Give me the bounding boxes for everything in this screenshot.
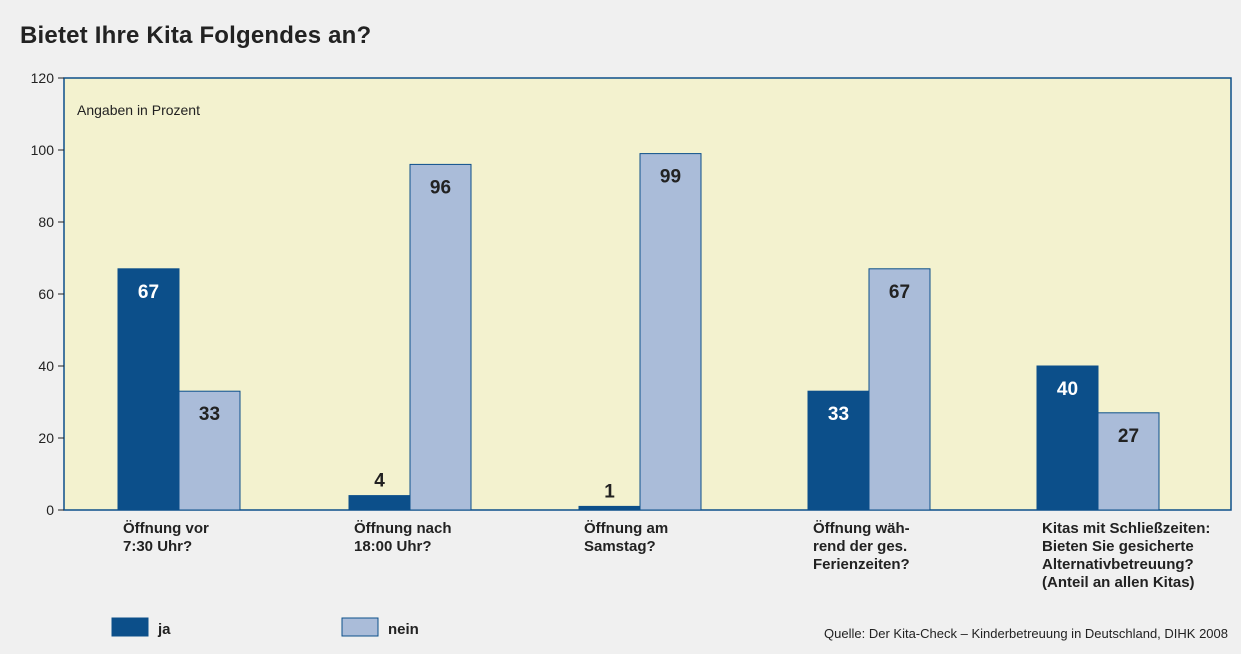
category-label: Öffnung vor 7:30 Uhr? [123,520,209,555]
category-label: Öffnung wäh-rend der ges. Ferienzeiten? [813,520,910,573]
y-tick-label: 40 [38,358,54,374]
chart-title: Bietet Ihre Kita Folgendes an? [20,22,372,49]
data-label: 40 [1057,379,1078,400]
y-axis: 0 20 40 60 80 100 120 [31,70,64,518]
category-labels: Öffnung vor 7:30 Uhr? Öffnung nach 18:00 Uh… [123,520,1210,591]
legend-swatch-ja [111,617,149,637]
data-label: 67 [889,282,910,303]
bar-nein [1097,412,1160,511]
legend-label-ja: ja [157,621,171,638]
unit-note: Angaben in Prozent [77,102,200,118]
data-label: 96 [430,177,451,198]
data-label: 1 [604,481,615,502]
bar-nein [178,390,241,511]
y-tick-label: 80 [38,214,54,230]
y-tick-label: 60 [38,286,54,302]
category-label: Kitas mit Schließzeiten: Bieten Sie gesic… [1042,520,1210,591]
y-tick-label: 100 [31,142,55,158]
data-label: 27 [1118,426,1139,447]
bar-ja [807,390,870,511]
source-note: Quelle: Der Kita-Check – Kinderbetreuung… [824,626,1228,641]
data-label: 67 [138,282,159,303]
category-label: Öffnung am Samstag? [584,520,668,555]
bar-ja [578,505,641,511]
data-label: 33 [199,404,220,425]
legend: ja nein [111,617,419,638]
bar-nein [409,163,472,511]
legend-label-nein: nein [388,621,419,638]
legend-swatch-nein [341,617,379,637]
bar-ja [117,268,180,511]
y-tick-label: 20 [38,430,54,446]
data-label: 99 [660,167,681,188]
data-label: 33 [828,404,849,425]
bar-ja [1036,365,1099,511]
bar-nein [639,153,702,511]
bar-ja [348,495,411,511]
y-tick-label: 120 [31,70,55,86]
bar-nein [868,268,931,511]
y-tick-label: 0 [46,502,54,518]
category-label: Öffnung nach 18:00 Uhr? [354,520,452,555]
data-label: 4 [374,471,385,492]
bars-group: 67 4 1 33 40 33 96 99 67 27 [117,153,1160,511]
